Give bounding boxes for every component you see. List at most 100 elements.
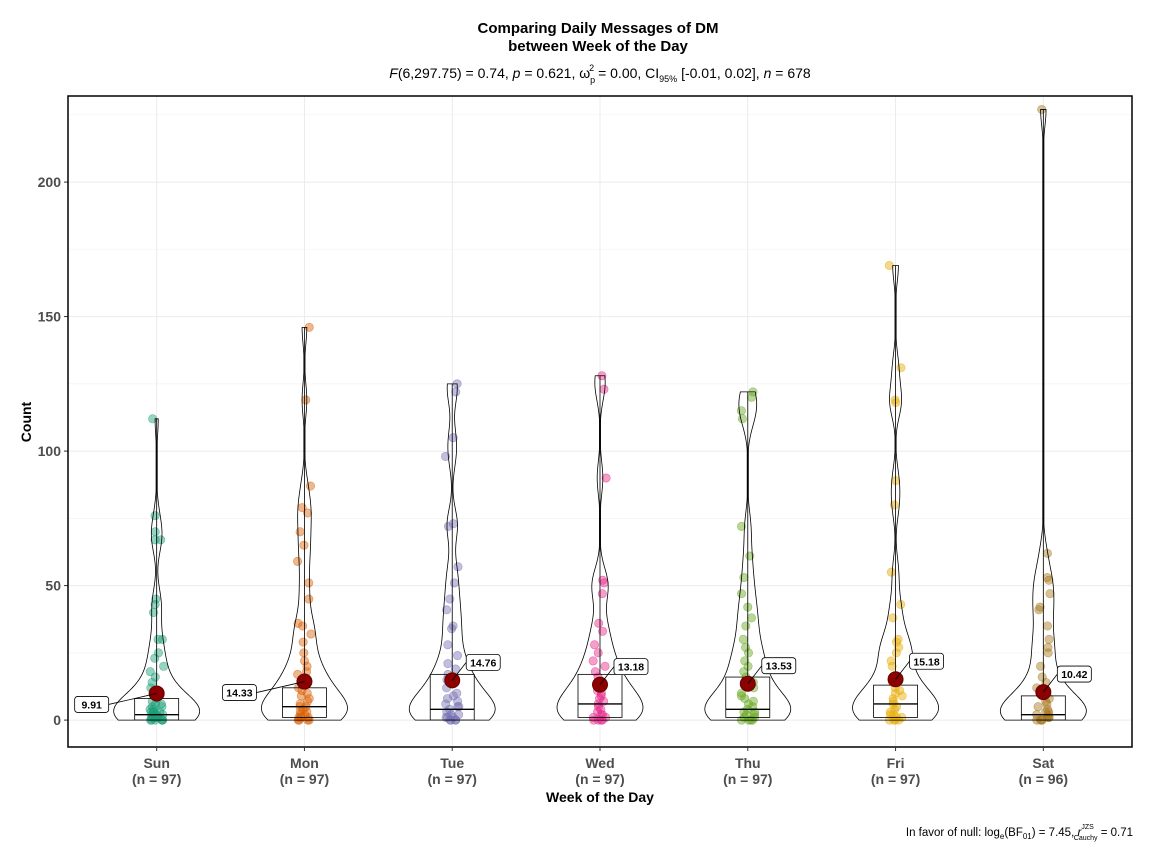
- data-point: [303, 696, 313, 706]
- violin-outline: [704, 391, 792, 721]
- data-point: [590, 667, 600, 677]
- data-point: [1043, 642, 1053, 652]
- subtitle-omega-sub: p: [590, 75, 595, 85]
- data-point: [293, 618, 303, 628]
- chart-title-line1: Comparing Daily Messages of DM: [478, 20, 719, 37]
- data-point: [887, 661, 897, 671]
- x-tick-label: Wed: [585, 755, 614, 771]
- category-group-sat: 10.42: [999, 104, 1092, 725]
- caption-log-sub: e: [1000, 832, 1005, 841]
- data-point: [1044, 575, 1054, 585]
- x-tick-sample-size: (n = 97): [723, 771, 772, 787]
- mean-label-box: [222, 684, 257, 701]
- mean-label-leader: [451, 662, 467, 681]
- data-point: [1043, 621, 1053, 631]
- mean-label-leader: [599, 666, 615, 685]
- data-point: [598, 575, 608, 585]
- subtitle-omega-value: = 0.00, CI: [594, 65, 659, 81]
- y-tick-label: 150: [38, 309, 62, 325]
- subtitle-ci-value: [-0.01, 0.02],: [677, 65, 763, 81]
- data-point: [298, 637, 308, 647]
- data-point: [156, 535, 166, 545]
- data-point: [443, 640, 453, 650]
- violin-outline: [261, 326, 348, 721]
- data-point: [441, 451, 451, 461]
- subtitle-f: F: [389, 65, 399, 81]
- data-point: [601, 473, 611, 483]
- y-tick-label: 0: [53, 712, 61, 728]
- data-point: [736, 691, 746, 701]
- chart-title-line2: between Week of the Day: [508, 38, 688, 55]
- caption-mid: ) = 7.45,: [1032, 827, 1078, 839]
- data-point: [897, 691, 907, 701]
- mean-label: 13.53: [766, 661, 792, 673]
- data-point: [1035, 602, 1045, 612]
- mean-label-leader: [256, 681, 305, 693]
- data-point: [885, 707, 895, 717]
- violin-outline: [408, 383, 496, 721]
- category-group-thu: 13.53: [704, 387, 797, 725]
- mean-label: 13.18: [618, 662, 644, 674]
- x-tick-label: Tue: [440, 755, 464, 771]
- x-tick-sample-size: (n = 97): [132, 771, 181, 787]
- data-point: [890, 395, 900, 405]
- data-point: [449, 578, 459, 588]
- data-point: [594, 618, 604, 628]
- data-point: [447, 624, 457, 634]
- y-axis: 0 50 100 150 200: [38, 174, 68, 728]
- data-point: [451, 387, 461, 397]
- x-tick-label: Mon: [290, 755, 319, 771]
- x-tick-sample-size: (n = 96): [1019, 771, 1068, 787]
- caption-r-sub: Cauchy: [1074, 835, 1098, 842]
- data-point: [886, 567, 896, 577]
- x-tick-label: Thu: [735, 755, 761, 771]
- category-group-wed: 13.18: [556, 371, 649, 725]
- data-point: [443, 659, 453, 669]
- mean-label-box: [1056, 665, 1092, 683]
- data-point: [442, 605, 452, 615]
- mean-label: 9.91: [81, 699, 102, 711]
- caption-prefix: In favor of null: log: [906, 827, 1000, 839]
- mean-label: 14.76: [470, 657, 496, 669]
- data-point: [1037, 672, 1047, 682]
- category-groups: 9.91 14.33 14.76 13.18 13.53 15.18 10.42: [74, 104, 1092, 725]
- bayes-caption: In favor of null: loge(BF01) = 7.45, rJZ…: [906, 824, 1133, 842]
- data-point: [153, 648, 163, 658]
- data-point: [304, 594, 314, 604]
- data-point: [150, 511, 160, 521]
- x-tick-sample-size: (n = 97): [575, 771, 624, 787]
- x-tick-sample-size: (n = 97): [280, 771, 329, 787]
- subtitle-ci-sub: 95%: [659, 74, 677, 84]
- data-point: [1036, 661, 1046, 671]
- data-point: [1042, 573, 1052, 583]
- data-point: [600, 661, 610, 671]
- data-point: [304, 694, 314, 704]
- data-point: [295, 707, 305, 717]
- mean-label-leader: [747, 665, 763, 684]
- mean-label-leader: [895, 661, 910, 680]
- mean-label-leader: [1043, 673, 1058, 693]
- x-axis-title: Week of the Day: [546, 789, 654, 805]
- data-point: [305, 481, 315, 491]
- data-point: [1044, 634, 1054, 644]
- data-point: [892, 637, 902, 647]
- data-point: [452, 688, 462, 698]
- data-point: [448, 433, 458, 443]
- data-point: [299, 648, 309, 658]
- data-point: [890, 688, 900, 698]
- data-point: [145, 667, 155, 677]
- category-group-fri: 15.18: [852, 260, 944, 725]
- x-tick-label: Fri: [887, 755, 905, 771]
- mean-label-box: [465, 653, 501, 671]
- data-point: [303, 508, 313, 518]
- data-point: [741, 642, 751, 652]
- data-point: [736, 406, 746, 416]
- caption-r-sup: JZS: [1081, 824, 1094, 831]
- subtitle-p: p: [512, 65, 521, 81]
- data-point: [598, 710, 608, 720]
- data-point: [888, 613, 898, 623]
- data-point: [295, 527, 305, 537]
- data-point: [743, 648, 753, 658]
- data-point: [598, 626, 608, 636]
